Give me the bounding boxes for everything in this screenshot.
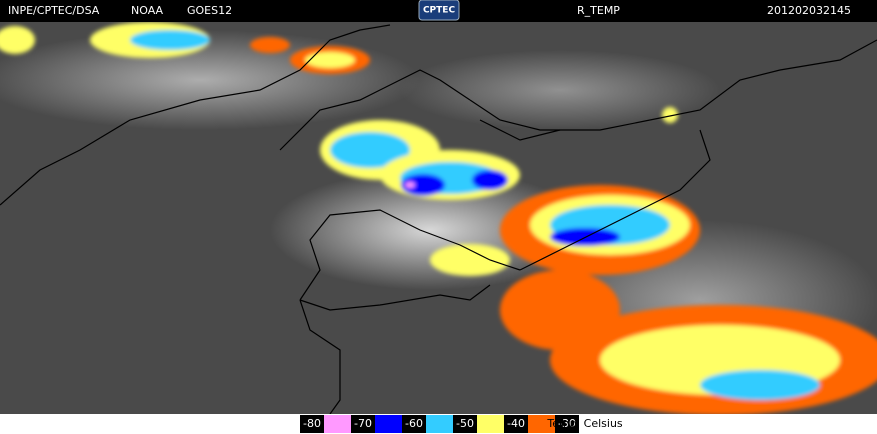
legend-label: -70 xyxy=(354,417,372,430)
logo-box xyxy=(418,0,460,21)
legend-label-box xyxy=(555,415,579,433)
legend-label: -60 xyxy=(405,417,423,430)
legend-unit: Temp. Celsius xyxy=(546,417,623,430)
source: INPE/CPTEC/DSA xyxy=(8,4,100,17)
legend-label-box xyxy=(300,415,324,433)
legend-swatch xyxy=(324,415,351,433)
legend-swatch xyxy=(477,415,504,433)
product: R_TEMP xyxy=(577,4,620,17)
agency: NOAA xyxy=(131,4,164,17)
legend-label-box xyxy=(402,415,426,433)
legend-swatch xyxy=(528,415,555,433)
logo: CPTEC xyxy=(423,6,455,16)
legend-label-box xyxy=(453,415,477,433)
legend-swatch xyxy=(426,415,453,433)
legend-label-box xyxy=(504,415,528,433)
legend-label-box xyxy=(351,415,375,433)
timestamp: 201202032145 xyxy=(767,4,851,17)
legend-label: -80 xyxy=(303,417,321,430)
legend-label: -40 xyxy=(507,417,525,430)
satellite: GOES12 xyxy=(187,4,232,17)
legend-label: -30 xyxy=(558,417,576,430)
borders xyxy=(0,24,877,415)
legend-swatch xyxy=(375,415,402,433)
satellite-image xyxy=(0,22,877,415)
legend-label: -50 xyxy=(456,417,474,430)
